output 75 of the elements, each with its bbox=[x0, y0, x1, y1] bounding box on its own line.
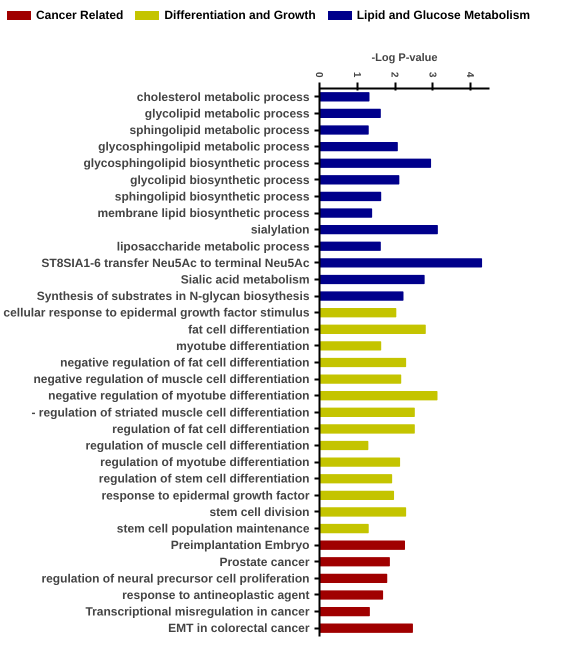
y-tick-label: negative regulation of muscle cell differentiation bbox=[33, 372, 310, 386]
bar bbox=[320, 324, 426, 334]
bar bbox=[320, 341, 382, 351]
bar bbox=[320, 358, 406, 368]
y-tick-label: stem cell division bbox=[209, 504, 310, 519]
y-tick-label: membrane lipid biosynthetic process bbox=[97, 206, 310, 220]
y-tick-label: glycolipid metabolic process bbox=[144, 106, 310, 120]
y-tick-label: cholesterol metabolic process bbox=[136, 90, 310, 104]
y-tick-label: liposaccharide metabolic process bbox=[116, 239, 310, 254]
y-tick-label: Transcriptional misregulation in cancer bbox=[85, 604, 310, 619]
bar bbox=[320, 242, 381, 251]
y-tick-label: glycolipid biosynthetic process bbox=[130, 172, 310, 187]
y-tick-label: glycosphingolipid metabolic process bbox=[98, 140, 310, 154]
y-tick-label: sphingolipid metabolic process bbox=[129, 123, 310, 138]
y-tick-label: Synthesis of substrates in N-glycan biosythesis bbox=[36, 289, 310, 304]
bar bbox=[320, 557, 390, 566]
y-tick-label: sialylation bbox=[250, 222, 310, 237]
bar bbox=[320, 291, 404, 301]
y-tick-label: stem cell population maintenance bbox=[116, 522, 310, 536]
y-tick-label: myotube differentiation bbox=[176, 338, 310, 353]
bar bbox=[320, 424, 415, 434]
y-tick-label: regulation of neural precursor cell proliferation bbox=[41, 571, 310, 586]
y-tick-label: regulation of muscle cell differentiation bbox=[85, 438, 310, 453]
bar bbox=[320, 440, 368, 450]
legend-label: Cancer Related bbox=[36, 7, 124, 24]
y-tick-label: - regulation of striated muscle cell differentiation bbox=[31, 405, 310, 420]
y-tick-label: Prostate cancer bbox=[219, 554, 310, 569]
bar bbox=[320, 374, 402, 384]
y-tick-label: glycosphingolipid biosynthetic process bbox=[83, 156, 310, 170]
y-tick-label: response to antineoplastic agent bbox=[122, 588, 310, 602]
y-tick-label: regulation of stem cell differentiation bbox=[98, 472, 310, 486]
y-tick-label: negative regulation of fat cell differentiation bbox=[60, 356, 310, 370]
bar bbox=[320, 606, 370, 616]
bar bbox=[320, 258, 482, 268]
x-tick-label: 0 bbox=[313, 72, 324, 78]
bar bbox=[320, 92, 370, 102]
y-tick-label: negative regulation of myotube differentiation bbox=[48, 388, 310, 403]
y-tick-label: cellular response to epidermal growth factor stimulus bbox=[3, 306, 310, 320]
bar bbox=[320, 408, 415, 417]
bar bbox=[320, 524, 369, 534]
bar bbox=[320, 308, 396, 318]
bar bbox=[320, 474, 392, 484]
bar bbox=[320, 574, 388, 584]
bar bbox=[320, 391, 438, 400]
x-tick-label: 4 bbox=[464, 72, 476, 78]
legend-label: Differentiation and Growth bbox=[164, 7, 316, 24]
bar bbox=[320, 108, 381, 118]
bar bbox=[320, 490, 394, 500]
bar bbox=[320, 507, 406, 517]
bar bbox=[320, 192, 382, 202]
y-tick-label: Sialic acid metabolism bbox=[180, 272, 310, 286]
x-tick-label: 1 bbox=[350, 72, 362, 78]
x-axis-title: -Log P-value bbox=[371, 52, 438, 64]
y-tick-label: ST8SIA1-6 transfer Neu5Ac to terminal Neu5Ac bbox=[41, 256, 310, 270]
bar bbox=[320, 158, 432, 168]
legend-label: Lipid and Glucose Metabolism bbox=[356, 7, 530, 24]
bar bbox=[320, 624, 413, 633]
bar bbox=[320, 590, 384, 600]
y-tick-label: regulation of myotube differentiation bbox=[100, 455, 310, 470]
bar bbox=[320, 125, 369, 135]
bar bbox=[320, 225, 438, 234]
x-tick-label: 2 bbox=[388, 72, 400, 78]
bar bbox=[320, 274, 425, 284]
bar bbox=[320, 540, 405, 550]
bar bbox=[320, 175, 400, 184]
bar bbox=[320, 142, 398, 152]
y-tick-label: response to epidermal growth factor bbox=[101, 488, 310, 502]
y-tick-label: fat cell differentiation bbox=[188, 322, 310, 336]
y-tick-label: regulation of fat cell differentiation bbox=[112, 422, 310, 436]
bar bbox=[320, 457, 400, 467]
x-tick-label: 3 bbox=[426, 72, 438, 78]
y-tick-label: EMT in colorectal cancer bbox=[168, 621, 310, 636]
y-tick-label: sphingolipid biosynthetic process bbox=[114, 189, 310, 204]
bar bbox=[320, 208, 372, 218]
y-tick-label: Preimplantation Embryo bbox=[170, 538, 310, 552]
